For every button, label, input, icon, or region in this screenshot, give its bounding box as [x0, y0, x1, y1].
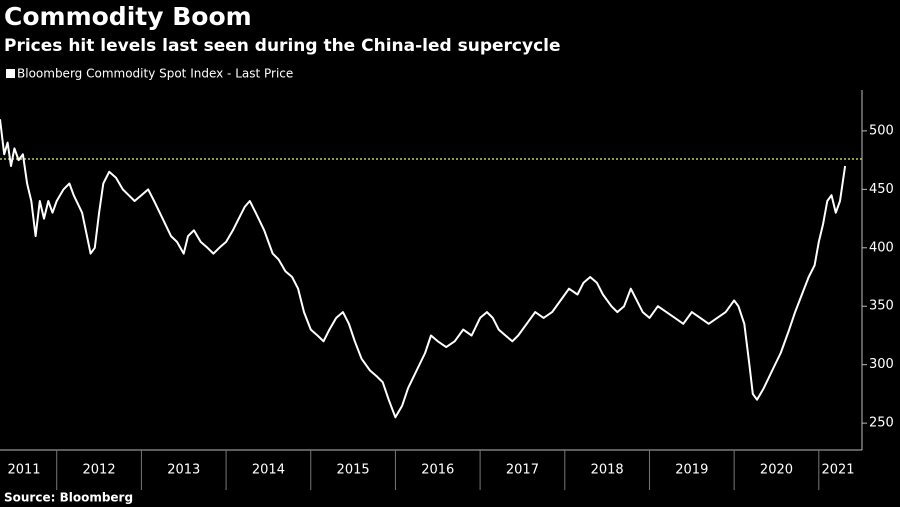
x-tick-label: 2012 [83, 463, 116, 478]
x-tick-label: 2017 [506, 463, 539, 478]
source: Source: Bloomberg [4, 491, 133, 505]
x-tick-label: 2014 [252, 463, 285, 478]
x-tick-label: 2021 [821, 463, 854, 478]
y-tick-label: 250 [869, 416, 894, 431]
x-tick-label: 2020 [760, 463, 793, 478]
x-tick-label: 2015 [337, 463, 370, 478]
y-tick-label: 450 [869, 182, 894, 197]
x-tick-label: 2018 [591, 463, 624, 478]
x-tick-label: 2013 [167, 463, 200, 478]
x-tick-label: 2011 [7, 463, 40, 478]
y-tick-label: 300 [869, 357, 894, 372]
legend-swatch [6, 69, 15, 78]
chart-title: Commodity Boom [4, 2, 252, 31]
y-tick-label: 350 [869, 299, 894, 314]
x-tick-label: 2016 [421, 463, 454, 478]
series-line [0, 119, 847, 419]
legend-label: Bloomberg Commodity Spot Index - Last Pr… [17, 67, 293, 81]
chart-subtitle: Prices hit levels last seen during the C… [4, 36, 561, 56]
x-tick-label: 2019 [675, 463, 708, 478]
y-tick-label: 500 [869, 123, 894, 138]
y-tick-label: 400 [869, 240, 894, 255]
